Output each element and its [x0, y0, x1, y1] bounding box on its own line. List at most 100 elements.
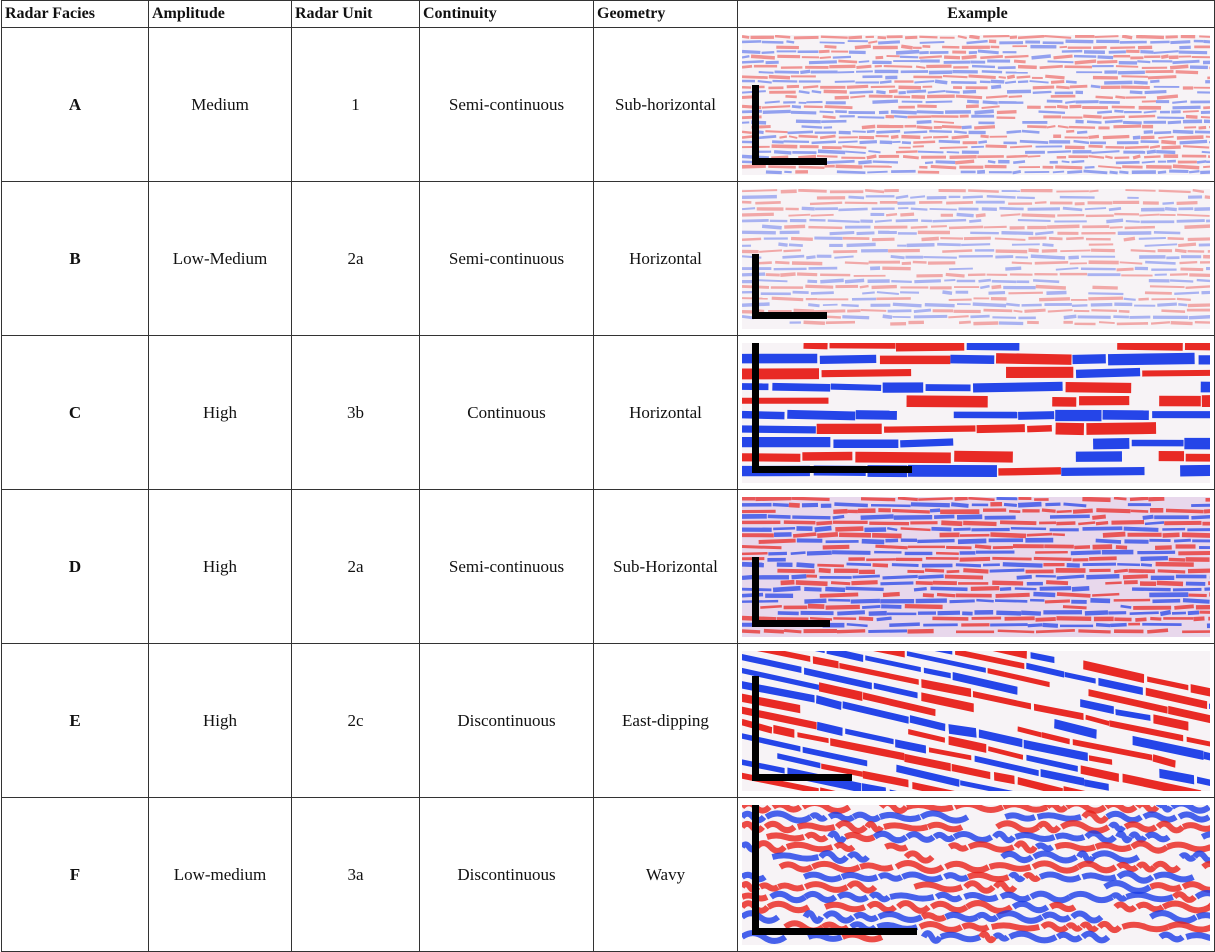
reflector: [1150, 41, 1169, 42]
reflector: [980, 56, 1003, 57]
reflector: [955, 498, 968, 499]
reflector: [1001, 232, 1033, 233]
reflector: [742, 238, 761, 239]
reflector: [820, 42, 845, 43]
facies-label: A: [2, 28, 149, 182]
reflector: [802, 126, 823, 127]
reflector: [1151, 322, 1170, 323]
reflector: [1074, 546, 1090, 547]
reflector: [1142, 372, 1210, 373]
reflector: [1183, 146, 1209, 147]
reflector: [1188, 612, 1199, 613]
reflector: [921, 238, 938, 239]
reflector: [783, 250, 801, 251]
reflector: [860, 865, 892, 868]
scale-bar-horizontal: [752, 928, 917, 935]
reflector: [972, 66, 995, 67]
reflector: [760, 885, 778, 888]
reflector: [914, 280, 941, 281]
cell: Semi-continuous: [420, 182, 594, 336]
reflector: [810, 202, 842, 203]
reflector: [1180, 269, 1203, 270]
reflector: [781, 582, 795, 583]
reflector: [986, 146, 1007, 147]
reflector: [842, 316, 869, 317]
reflector: [1098, 56, 1114, 57]
reflector: [1078, 630, 1110, 631]
reflector: [759, 136, 776, 137]
reflector: [1193, 190, 1204, 192]
reflector: [742, 131, 752, 132]
reflector: [990, 534, 1026, 535]
reflector: [929, 131, 952, 132]
reflector: [1062, 161, 1070, 162]
reflector: [1036, 630, 1075, 632]
reflector: [1203, 106, 1210, 107]
reflector: [1076, 372, 1140, 374]
reflector: [742, 190, 777, 191]
cell: 1: [292, 28, 420, 182]
reflector: [1063, 208, 1082, 210]
reflector: [1131, 250, 1156, 251]
column-header: Radar Unit: [292, 1, 420, 28]
reflector: [900, 56, 918, 57]
reflector: [963, 925, 988, 928]
reflector: [1091, 310, 1117, 311]
reflector: [1138, 864, 1154, 869]
reflector: [875, 546, 907, 548]
reflector: [1158, 171, 1166, 172]
reflector: [778, 244, 787, 245]
reflector: [789, 244, 803, 245]
reflector: [1204, 510, 1210, 511]
reflector: [919, 36, 937, 37]
reflector: [875, 220, 892, 221]
reflector: [1055, 166, 1082, 167]
scale-bar-vertical: [752, 676, 759, 781]
reflector: [1174, 292, 1199, 293]
reflector: [809, 61, 837, 62]
reflector: [999, 208, 1023, 209]
reflector: [792, 517, 830, 518]
reflector: [967, 101, 979, 102]
reflector: [950, 156, 977, 157]
reflector: [872, 101, 898, 102]
reflector: [742, 618, 776, 619]
reflector: [1105, 156, 1112, 157]
reflector: [1162, 147, 1181, 148]
reflector: [873, 564, 888, 565]
reflector: [995, 600, 1027, 601]
reflector: [1083, 875, 1116, 878]
reflector: [1028, 624, 1043, 625]
reflector: [1096, 96, 1113, 97]
reflector: [1089, 558, 1117, 559]
reflector: [1120, 262, 1143, 263]
reflector: [1123, 122, 1142, 123]
reflector: [917, 126, 933, 127]
reflector: [1083, 171, 1107, 173]
scale-bar-horizontal: [752, 774, 852, 781]
reflector: [893, 304, 922, 306]
reflector: [1068, 257, 1078, 258]
reflector: [1057, 576, 1085, 578]
reflector: [1181, 855, 1194, 858]
reflector: [934, 121, 954, 122]
reflector: [1001, 214, 1021, 215]
reflector: [861, 498, 895, 499]
reflector: [762, 226, 782, 228]
reflector: [923, 137, 932, 138]
reflector: [1053, 534, 1065, 535]
reflector: [1188, 238, 1210, 239]
reflector: [771, 156, 788, 157]
reflector: [751, 56, 775, 58]
reflector: [1037, 845, 1052, 848]
reflector: [920, 42, 945, 43]
reflector: [901, 136, 920, 137]
reflector: [789, 504, 800, 505]
reflector: [791, 498, 829, 499]
reflector: [766, 274, 780, 275]
reflector: [991, 86, 1001, 87]
reflector: [786, 41, 794, 42]
reflector: [1048, 61, 1074, 62]
